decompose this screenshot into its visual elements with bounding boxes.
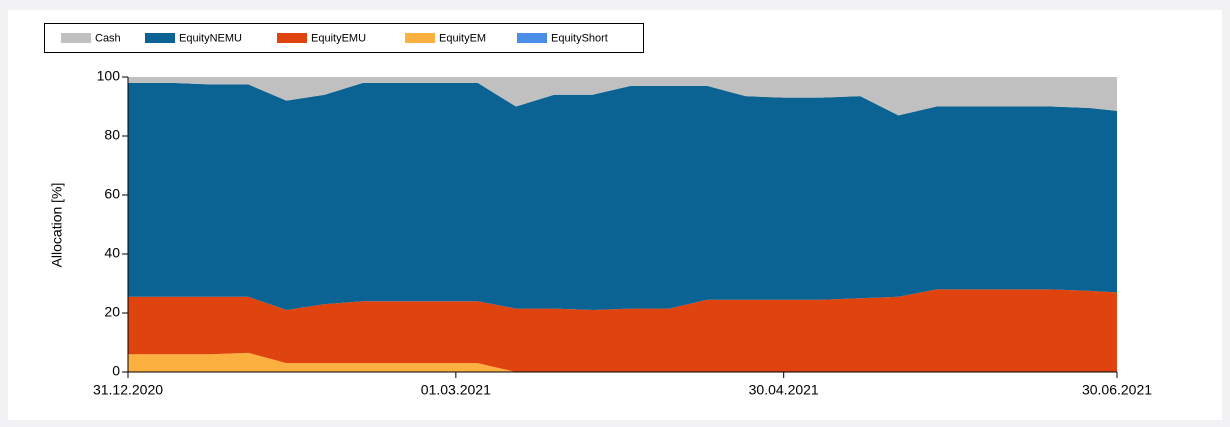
legend-label: Cash xyxy=(95,32,121,44)
legend-swatch xyxy=(405,33,435,43)
area xyxy=(128,289,1117,372)
legend-label: EquityShort xyxy=(551,32,608,44)
y-tick-label: 40 xyxy=(104,245,120,261)
legend-label: EquityEM xyxy=(439,32,486,44)
x-tick-label: 30.06.2021 xyxy=(1082,382,1152,398)
x-tick-label: 31.12.2020 xyxy=(93,382,163,398)
area xyxy=(128,82,1117,311)
area xyxy=(128,352,1117,372)
y-tick-label: 100 xyxy=(97,68,121,84)
legend-label: EquityNEMU xyxy=(179,32,242,44)
legend-swatch xyxy=(277,33,307,43)
legend-swatch xyxy=(61,33,91,43)
y-tick-label: 0 xyxy=(112,363,120,379)
y-tick-label: 20 xyxy=(104,304,120,320)
legend-label: EquityEMU xyxy=(311,32,366,44)
legend-swatch xyxy=(145,33,175,43)
y-tick-label: 60 xyxy=(104,186,120,202)
x-tick-label: 30.04.2021 xyxy=(749,382,819,398)
y-tick-label: 80 xyxy=(104,127,120,143)
legend-swatch xyxy=(517,33,547,43)
area xyxy=(128,77,1117,116)
x-tick-label: 01.03.2021 xyxy=(421,382,491,398)
y-axis-label: Allocation [%] xyxy=(49,183,65,268)
